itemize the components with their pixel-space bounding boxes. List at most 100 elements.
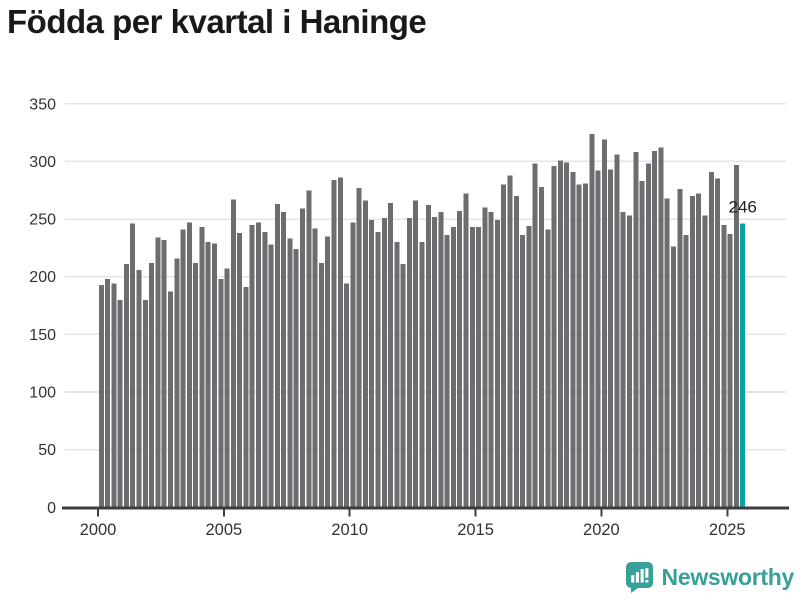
- bar: [576, 184, 582, 509]
- bar: [633, 152, 639, 509]
- bar: [224, 268, 230, 509]
- bar: [344, 283, 350, 509]
- bar-chart: 0 50 100 150 200 250 300 350 2000 2005 2010 2015 202…: [29, 96, 789, 539]
- bar: [551, 166, 557, 509]
- y-tick-label: 50: [38, 442, 56, 459]
- bar: [526, 225, 532, 509]
- bar: [557, 160, 563, 509]
- bar: [230, 199, 236, 509]
- bar: [620, 212, 626, 509]
- bar: [564, 162, 570, 509]
- bar: [513, 196, 519, 509]
- bar: [608, 169, 614, 509]
- bar: [425, 205, 431, 509]
- bar: [501, 184, 507, 509]
- bar: [532, 163, 538, 509]
- bar: [256, 222, 261, 509]
- bar: [388, 202, 394, 509]
- bar: [664, 198, 670, 509]
- x-tick-label: 2010: [331, 521, 368, 539]
- bar: [117, 299, 123, 509]
- bar: [350, 222, 356, 509]
- bar: [262, 231, 268, 509]
- bar: [111, 283, 117, 509]
- bar: [180, 229, 186, 509]
- bar: [671, 246, 677, 509]
- bar: [658, 147, 664, 509]
- highlighted-bar: [740, 223, 746, 509]
- bar: [683, 235, 689, 509]
- bar: [627, 215, 633, 509]
- bar: [161, 239, 167, 509]
- bar: [582, 183, 588, 509]
- bar: [419, 242, 425, 509]
- y-tick-label: 250: [29, 212, 56, 229]
- bar: [174, 258, 180, 509]
- y-tick-label: 200: [29, 269, 56, 286]
- bar: [639, 181, 645, 509]
- y-tick-label: 150: [29, 327, 56, 344]
- bar: [469, 227, 475, 509]
- newsworthy-logo-icon: [625, 562, 653, 593]
- x-tick-label: 2000: [80, 521, 117, 539]
- bar: [186, 222, 192, 509]
- x-tick-label: 2025: [709, 521, 746, 539]
- bar: [362, 200, 368, 509]
- bar: [394, 242, 400, 509]
- bar: [199, 227, 205, 509]
- bar: [331, 179, 337, 509]
- bar: [733, 164, 739, 509]
- bar: [520, 235, 526, 509]
- bar: [237, 232, 243, 509]
- y-tick-label: 0: [47, 500, 56, 517]
- bar: [721, 224, 727, 509]
- bar: [105, 279, 111, 509]
- bar: [193, 262, 199, 509]
- bar: [444, 235, 450, 509]
- x-tick-label: 2020: [583, 521, 620, 539]
- bar: [149, 262, 155, 509]
- bar: [708, 171, 714, 509]
- bar: [325, 236, 331, 509]
- bar: [570, 171, 576, 509]
- x-axis-labels: 2000 2005 2010 2015 2020 2025: [80, 509, 746, 539]
- bar: [702, 215, 708, 509]
- bar: [249, 224, 255, 509]
- highlight-value-label: 246: [729, 198, 757, 217]
- brand-link[interactable]: Newsworthy: [625, 562, 795, 593]
- chart-title: Födda per kvartal i Haninge: [7, 3, 427, 40]
- y-axis-labels: 0 50 100 150 200 250 300 350: [29, 96, 56, 517]
- bar: [476, 227, 482, 509]
- bar: [287, 238, 293, 509]
- x-tick-label: 2005: [205, 521, 242, 539]
- bar: [438, 212, 444, 509]
- bar: [538, 186, 544, 509]
- bar: [432, 216, 438, 509]
- bar: [689, 196, 695, 509]
- bar: [406, 217, 412, 509]
- x-tick-label: 2015: [457, 521, 494, 539]
- bar: [381, 217, 387, 509]
- bar: [463, 193, 469, 509]
- bar: [218, 279, 224, 509]
- bar: [300, 208, 306, 509]
- bar: [727, 234, 733, 509]
- bar: [136, 269, 142, 509]
- bar: [268, 244, 274, 509]
- bar: [337, 177, 343, 509]
- bar: [652, 151, 658, 509]
- bar: [211, 243, 217, 509]
- brand-name: Newsworthy: [661, 564, 795, 590]
- bar: [281, 212, 287, 509]
- bar: [375, 231, 381, 509]
- bar: [494, 220, 500, 509]
- bar: [507, 175, 513, 509]
- bar: [98, 284, 104, 509]
- bar: [595, 170, 601, 509]
- bar: [677, 189, 683, 509]
- bar: [601, 139, 607, 509]
- bar: [306, 190, 312, 509]
- y-tick-label: 300: [29, 154, 56, 171]
- bar: [293, 249, 299, 509]
- bar: [123, 264, 129, 509]
